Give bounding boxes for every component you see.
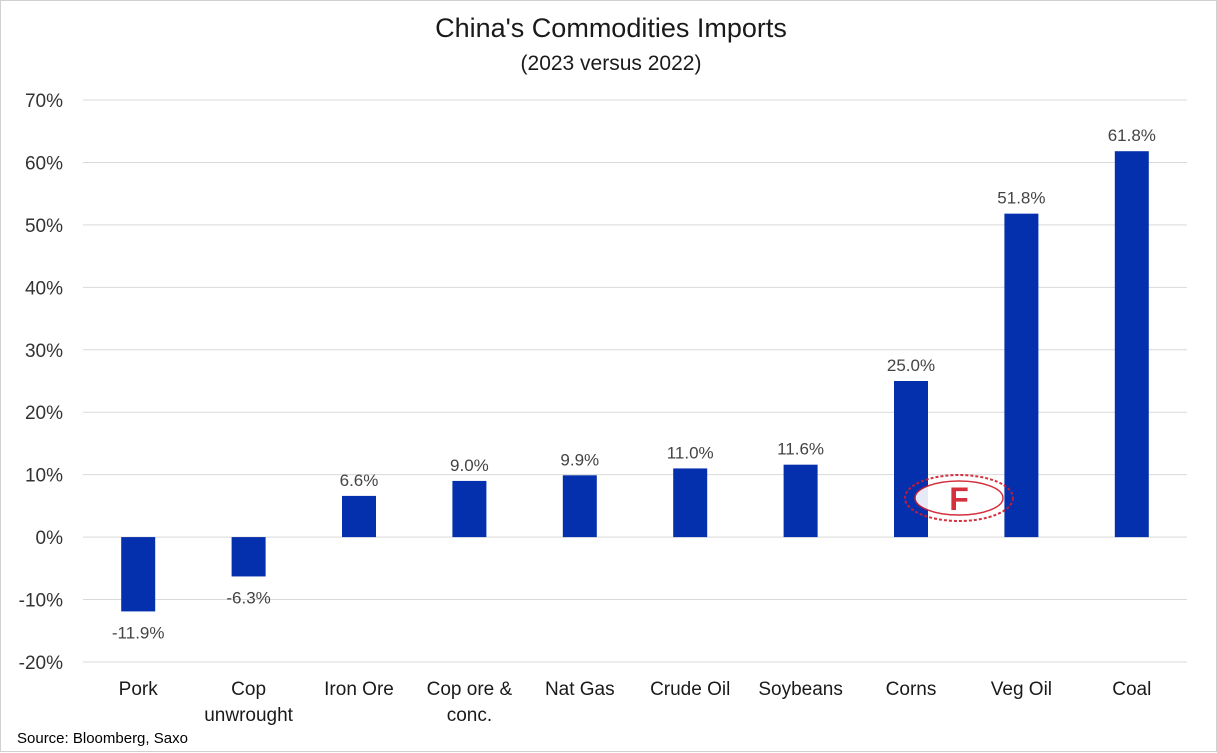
source-note: Source: Bloomberg, Saxo <box>17 730 188 747</box>
category-label: Corns <box>886 679 937 700</box>
data-label: 9.0% <box>450 456 489 475</box>
bar <box>342 495 376 538</box>
category-label-line: Nat Gas <box>545 679 615 700</box>
category-labels: Pork Cop unwrought Iron Ore Cop ore & conc. Na… <box>119 679 1152 726</box>
data-label: 51.8% <box>997 189 1045 208</box>
category-label-line: Veg Oil <box>991 679 1052 700</box>
y-tick-label: 30% <box>25 341 63 362</box>
data-label: 61.8% <box>1108 126 1156 145</box>
category-label: Veg Oil <box>991 679 1052 700</box>
bar <box>783 464 818 538</box>
category-label-line: Corns <box>886 679 937 700</box>
bar <box>562 475 597 538</box>
y-tick-label: 60% <box>25 153 63 174</box>
category-label: Pork <box>119 679 159 700</box>
category-label-line: unwrought <box>204 705 293 726</box>
y-tick-label: -10% <box>19 591 63 612</box>
data-label: 9.9% <box>560 450 599 469</box>
bar <box>1004 213 1039 538</box>
y-tick-label: 40% <box>25 278 63 299</box>
bar <box>894 381 928 538</box>
data-labels: -11.9% -6.3% 6.6% 9.0% 9.9% 11.0% 11.6% 25.0% 51… <box>112 126 1156 642</box>
data-label: -11.9% <box>112 623 165 642</box>
category-label-line: Cop <box>231 679 266 700</box>
category-label: Nat Gas <box>545 679 615 700</box>
category-label-line: conc. <box>447 705 492 726</box>
category-label-line: Iron Ore <box>324 679 394 700</box>
bar <box>1114 151 1149 538</box>
category-label: Cop ore & conc. <box>427 679 513 726</box>
y-tick-label: 10% <box>25 466 63 487</box>
y-tick-label: 70% <box>25 91 63 112</box>
watermark-logo: F <box>904 474 1014 522</box>
data-label: 6.6% <box>340 471 379 490</box>
chart-title: China's Commodities Imports <box>435 13 787 43</box>
bar <box>231 537 266 577</box>
category-label: Soybeans <box>758 679 843 700</box>
data-label: 11.0% <box>667 443 714 462</box>
data-label: 11.6% <box>777 440 824 459</box>
watermark-letter: F <box>949 481 969 517</box>
category-label: Cop unwrought <box>204 679 293 726</box>
category-label: Coal <box>1112 679 1151 700</box>
category-label-line: Coal <box>1112 679 1151 700</box>
y-axis-tick-labels: 70% 60% 50% 40% 30% 20% 10% 0% -10% -20% <box>19 91 63 674</box>
bar <box>673 468 708 538</box>
category-label-line: Cop ore & <box>427 679 513 700</box>
data-label: 25.0% <box>887 356 935 375</box>
category-label-line: Crude Oil <box>650 679 730 700</box>
bars <box>121 151 1149 612</box>
gridlines <box>83 99 1187 663</box>
bar <box>121 537 156 612</box>
y-tick-label: 20% <box>25 403 63 424</box>
y-tick-label: 50% <box>25 216 63 237</box>
bar <box>452 480 487 538</box>
category-label: Crude Oil <box>650 679 730 700</box>
category-label-line: Soybeans <box>758 679 843 700</box>
data-label: -6.3% <box>226 588 270 607</box>
category-label-line: Pork <box>119 679 159 700</box>
y-tick-label: -20% <box>19 653 63 674</box>
chart-subtitle: (2023 versus 2022) <box>521 52 702 75</box>
y-tick-label: 0% <box>36 528 64 549</box>
category-label: Iron Ore <box>324 679 394 700</box>
